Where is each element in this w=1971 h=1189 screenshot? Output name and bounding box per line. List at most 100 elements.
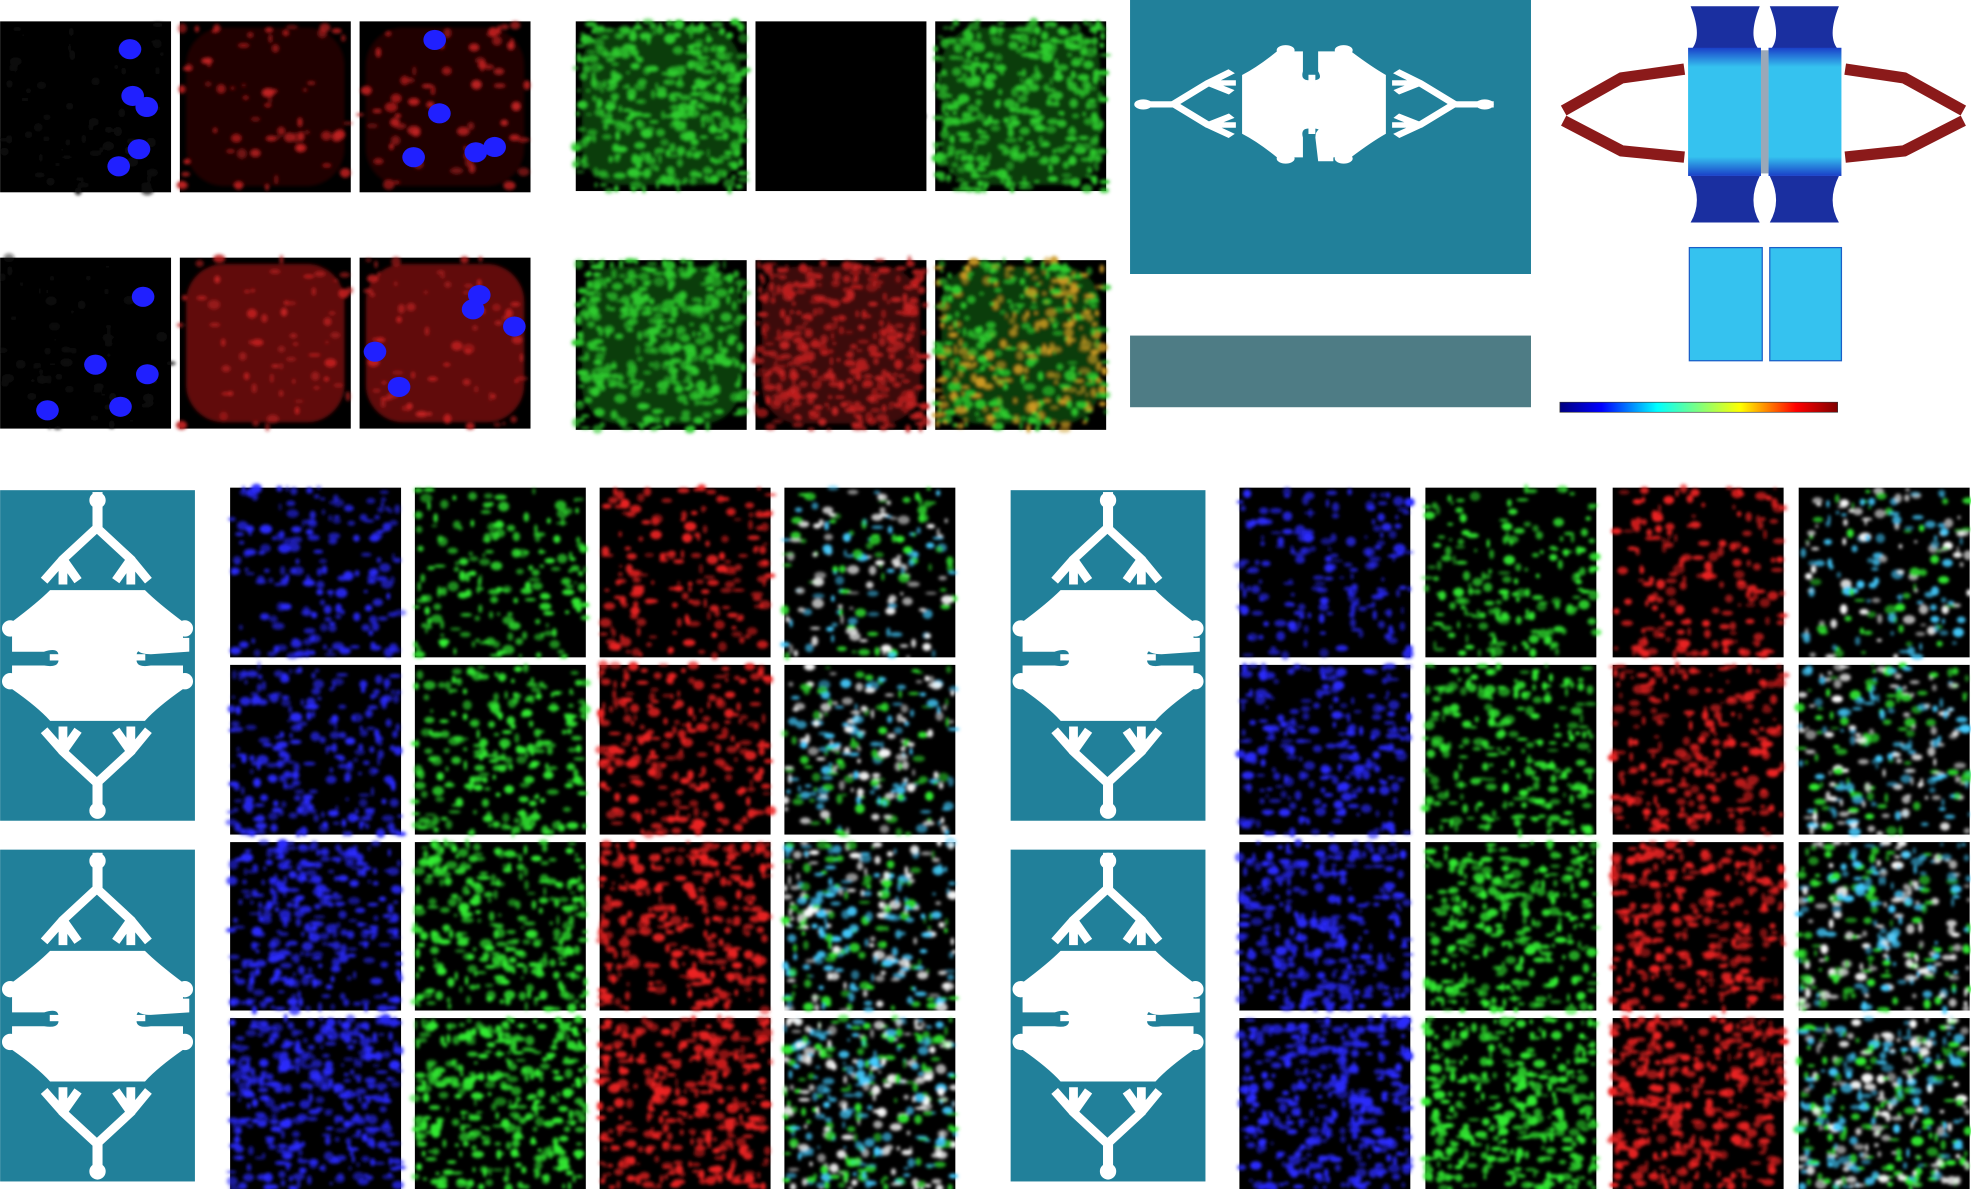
blob bbox=[701, 124, 705, 128]
blob bbox=[978, 161, 987, 166]
blob bbox=[438, 1178, 448, 1189]
blob bbox=[905, 337, 911, 342]
blob bbox=[343, 121, 353, 125]
blob bbox=[457, 591, 469, 599]
blob bbox=[391, 370, 404, 375]
micrograph bbox=[570, 18, 752, 195]
blob bbox=[980, 174, 992, 178]
blob bbox=[667, 327, 673, 336]
blob bbox=[674, 178, 681, 188]
blob bbox=[430, 946, 440, 955]
blob bbox=[228, 1058, 236, 1066]
blob bbox=[395, 969, 402, 978]
blob bbox=[435, 1117, 445, 1123]
blob bbox=[1024, 25, 1037, 34]
blob bbox=[1101, 366, 1108, 376]
blob bbox=[539, 564, 545, 569]
blob bbox=[627, 316, 638, 325]
blob bbox=[462, 688, 468, 695]
blob bbox=[1052, 102, 1060, 107]
blob bbox=[1028, 83, 1040, 92]
blob bbox=[906, 389, 915, 399]
blob bbox=[451, 675, 456, 684]
blob bbox=[532, 744, 539, 747]
blob bbox=[548, 1150, 553, 1160]
blob bbox=[645, 280, 649, 286]
blob bbox=[233, 783, 240, 791]
blob bbox=[416, 598, 428, 604]
blob bbox=[387, 867, 400, 876]
blob bbox=[440, 1036, 444, 1041]
blob bbox=[863, 374, 873, 379]
blob bbox=[621, 427, 634, 431]
blob bbox=[684, 386, 692, 391]
blob bbox=[332, 1155, 337, 1162]
blob bbox=[747, 535, 760, 541]
blob bbox=[691, 85, 698, 91]
blob bbox=[579, 373, 592, 383]
blob bbox=[474, 971, 487, 975]
blob bbox=[347, 1044, 355, 1050]
blob bbox=[1014, 303, 1026, 307]
blob bbox=[302, 832, 307, 836]
blob bbox=[1025, 41, 1031, 45]
blob bbox=[372, 109, 382, 113]
blob bbox=[271, 1082, 283, 1087]
blob bbox=[1047, 176, 1058, 182]
blob bbox=[435, 1171, 440, 1175]
blob bbox=[652, 361, 661, 370]
blob bbox=[457, 127, 470, 136]
blob bbox=[493, 68, 504, 75]
blob bbox=[289, 733, 293, 739]
blob bbox=[1067, 52, 1072, 58]
blob bbox=[608, 292, 618, 301]
blob bbox=[719, 55, 732, 61]
blob bbox=[722, 565, 727, 573]
blob bbox=[351, 1093, 360, 1097]
blob bbox=[102, 141, 114, 151]
blob bbox=[572, 1174, 576, 1183]
blob bbox=[804, 313, 813, 321]
blob bbox=[701, 69, 714, 74]
blob bbox=[394, 1061, 398, 1065]
blob bbox=[250, 1067, 256, 1077]
blob bbox=[181, 172, 191, 177]
blob bbox=[775, 382, 783, 393]
blob bbox=[1053, 73, 1064, 82]
blob bbox=[505, 1166, 510, 1177]
blob bbox=[34, 172, 46, 178]
blob bbox=[552, 1145, 560, 1149]
blob bbox=[580, 615, 590, 621]
blob bbox=[462, 1141, 469, 1147]
blob bbox=[708, 694, 717, 702]
blob bbox=[784, 409, 792, 413]
blob bbox=[301, 931, 305, 937]
blob bbox=[287, 1021, 295, 1030]
blob bbox=[635, 99, 644, 104]
blob bbox=[733, 518, 742, 521]
blob bbox=[747, 811, 754, 819]
blob bbox=[574, 302, 581, 308]
blob bbox=[1101, 77, 1105, 86]
blob bbox=[733, 149, 741, 157]
blob bbox=[329, 590, 333, 599]
blob bbox=[513, 817, 520, 824]
blob bbox=[549, 702, 559, 713]
blob bbox=[776, 364, 789, 368]
blob bbox=[718, 641, 727, 652]
blob bbox=[341, 1063, 345, 1067]
blob bbox=[757, 665, 765, 672]
blob bbox=[557, 820, 561, 824]
blob bbox=[998, 98, 1001, 106]
blob bbox=[321, 565, 328, 575]
blob bbox=[121, 67, 127, 75]
blob bbox=[639, 424, 644, 431]
blob bbox=[688, 677, 696, 685]
blob bbox=[280, 603, 292, 611]
blob bbox=[679, 258, 687, 264]
blob bbox=[551, 628, 557, 638]
blob bbox=[499, 1029, 504, 1038]
blob bbox=[247, 32, 254, 38]
blob bbox=[328, 532, 341, 540]
blob bbox=[314, 270, 326, 277]
